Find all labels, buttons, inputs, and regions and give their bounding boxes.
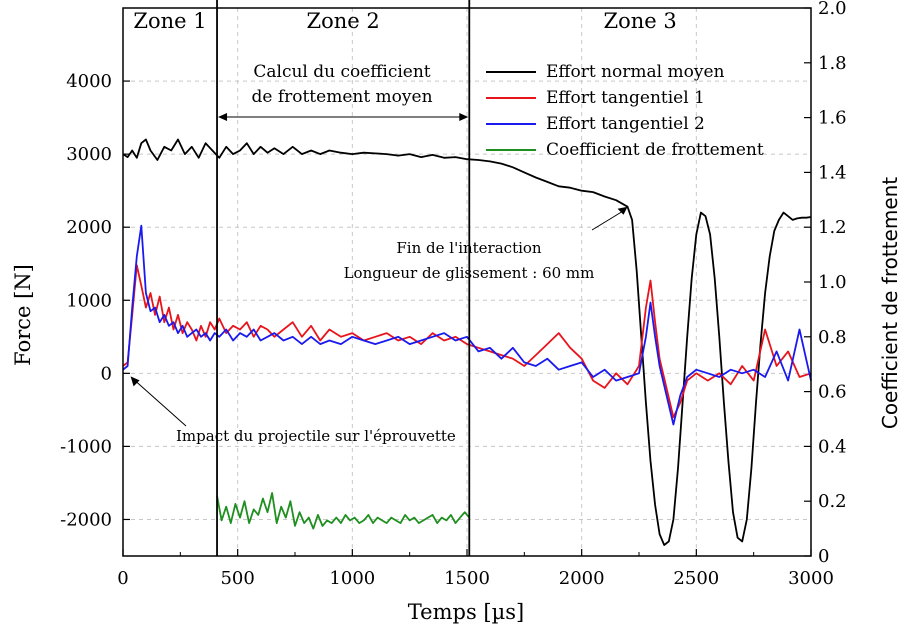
zone-label: Zone 2 xyxy=(307,9,380,33)
y2-tick-label: 1.2 xyxy=(818,217,847,238)
annotations: Calcul du coefficient de frottement moyen… xyxy=(130,62,628,445)
fin-pointer-line xyxy=(591,210,624,231)
y2-tick-label: 1.6 xyxy=(818,108,847,129)
y2-tick-label: 0 xyxy=(818,546,829,567)
y-tick-label: 1000 xyxy=(66,290,112,311)
fin-pointer-head xyxy=(617,206,628,215)
series-line-3 xyxy=(216,492,470,530)
annotation-fin-line1: Fin de l'interaction xyxy=(396,239,542,257)
y2-tick-label: 0.8 xyxy=(818,327,847,348)
series-line-1 xyxy=(122,264,812,419)
series-line-0 xyxy=(122,138,812,546)
y2-tick-label: 1.4 xyxy=(818,162,847,183)
legend-label: Effort tangentiel 1 xyxy=(546,88,705,108)
y-tick-label: -2000 xyxy=(60,509,112,530)
grid xyxy=(123,8,811,556)
series-layer xyxy=(122,138,812,546)
zone-label: Zone 3 xyxy=(604,9,677,33)
x-tick-label: 1500 xyxy=(444,568,490,589)
y-tick-label: -1000 xyxy=(60,436,112,457)
impact-pointer-head xyxy=(130,376,140,387)
x-tick-label: 500 xyxy=(220,568,254,589)
y-tick-label: 3000 xyxy=(66,144,112,165)
zone-dividers: Zone 1 Zone 2 Zone 3 xyxy=(133,0,677,556)
calc-arrow-head-right xyxy=(459,113,469,121)
x-tick-label: 2000 xyxy=(559,568,605,589)
x-tick-label: 0 xyxy=(117,568,128,589)
legend-label: Coefficient de frottement xyxy=(546,140,764,160)
x-tick-label: 1000 xyxy=(329,568,375,589)
x-tick-label: 3000 xyxy=(788,568,834,589)
calc-arrow-head-left xyxy=(218,113,228,121)
y-tick-label: 4000 xyxy=(66,71,112,92)
y2-tick-label: 2.0 xyxy=(818,0,847,19)
annotation-calc-line2: de frottement moyen xyxy=(251,87,432,107)
impact-pointer-line xyxy=(133,378,187,427)
y-axis-title: Force [N] xyxy=(11,264,35,366)
series-line-2 xyxy=(122,224,812,426)
legend-label: Effort tangentiel 2 xyxy=(546,114,705,134)
annotation-calc-line1: Calcul du coefficient xyxy=(253,62,430,82)
y2-tick-label: 0.6 xyxy=(818,382,847,403)
annotation-fin-line2: Longueur de glissement : 60 mm xyxy=(344,264,595,282)
y2-tick-label: 1.8 xyxy=(818,53,847,74)
y2-tick-label: 0.4 xyxy=(818,436,847,457)
annotation-impact: Impact du projectile sur l'éprouvette xyxy=(176,427,456,445)
y2-tick-label: 1.0 xyxy=(818,272,847,293)
legend-label: Effort normal moyen xyxy=(546,62,725,82)
y-tick-label: 2000 xyxy=(66,217,112,238)
x-axis-title: Temps [µs] xyxy=(408,600,524,624)
ticks: 0 500 1000 1500 2000 2500 3000 -2000 -1000 0 1000 2… xyxy=(60,0,847,589)
x-tick-label: 2500 xyxy=(673,568,719,589)
y2-tick-label: 0.2 xyxy=(818,491,847,512)
y2-axis-title: Coefficient de frottement xyxy=(878,177,902,429)
y-tick-label: 0 xyxy=(101,363,112,384)
legend: Effort normal moyen Effort tangentiel 1 Ef… xyxy=(486,62,764,160)
zone-label: Zone 1 xyxy=(133,9,206,33)
